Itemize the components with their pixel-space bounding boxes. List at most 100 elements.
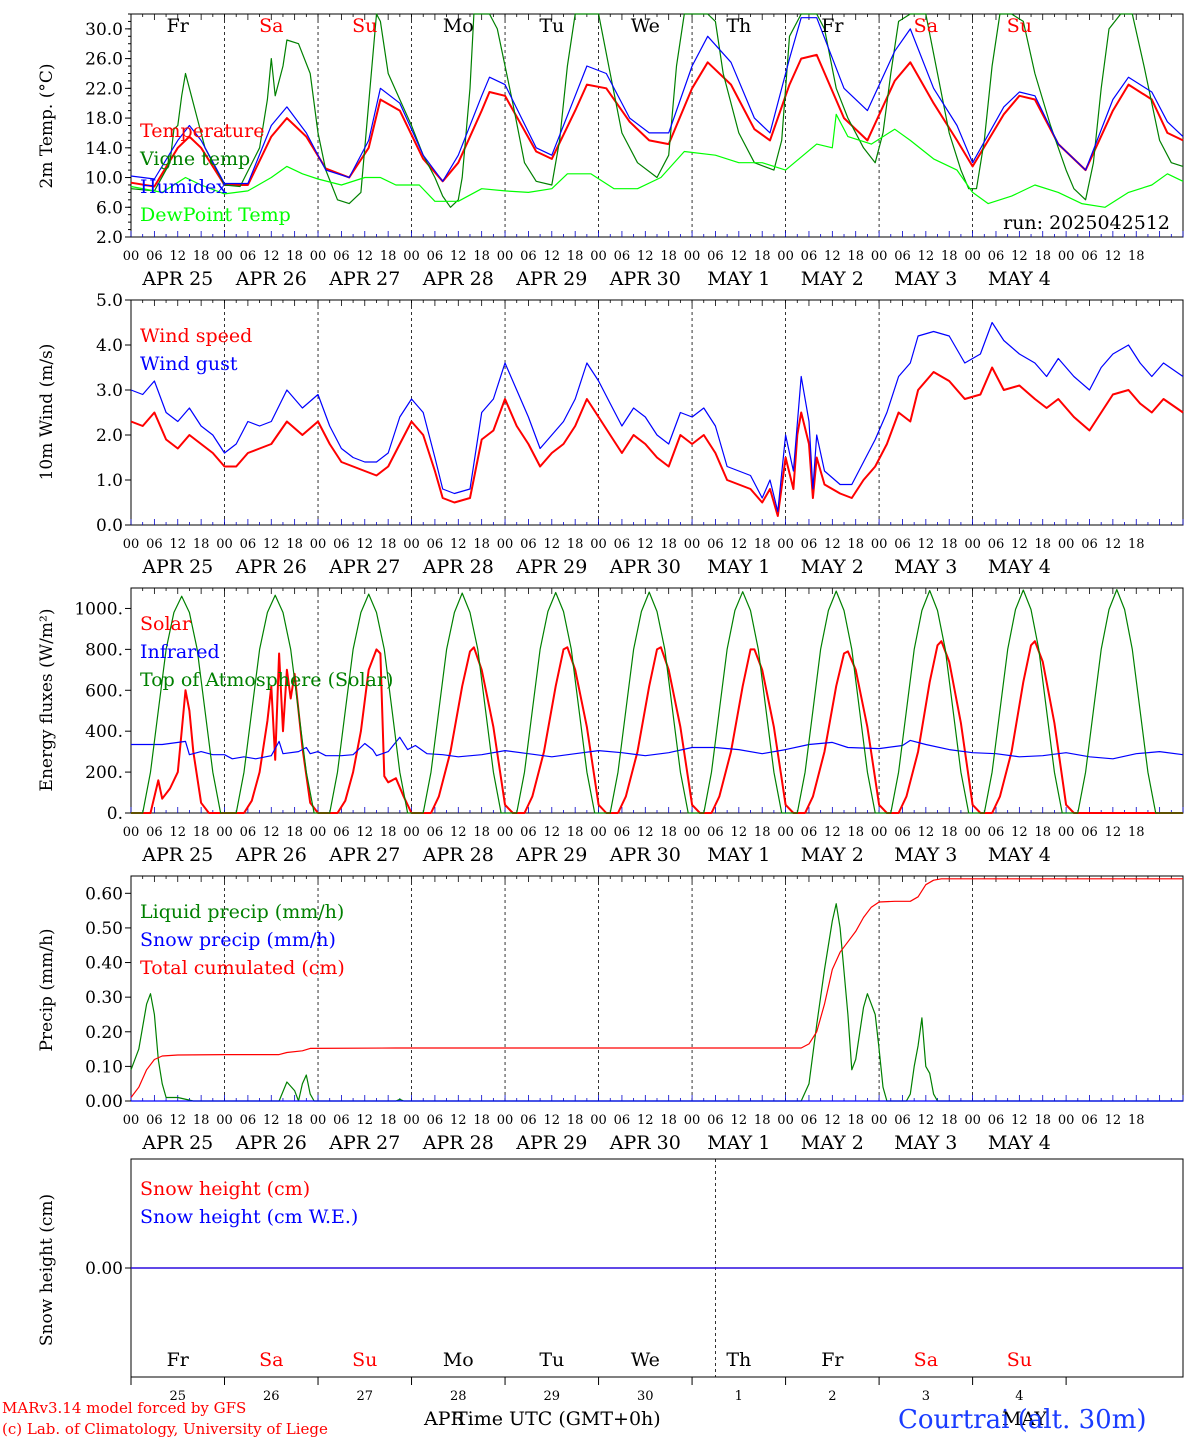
- hour-tick-label: 06: [146, 825, 163, 840]
- date-label: APR 30: [609, 268, 681, 290]
- date-label: APR 26: [235, 1132, 307, 1154]
- hour-tick-label: 18: [567, 249, 584, 264]
- hour-tick-label: 06: [707, 825, 724, 840]
- legend-entry: Wind gust: [140, 353, 238, 375]
- day-number-label: 4: [1015, 1389, 1023, 1404]
- hour-tick-label: 06: [894, 1113, 911, 1128]
- hour-tick-label: 00: [310, 1113, 327, 1128]
- series-line-2: [130, 13, 1184, 208]
- legend-entry: Solar: [140, 613, 192, 635]
- hour-tick-label: 06: [801, 1113, 818, 1128]
- hour-tick-label: 06: [894, 537, 911, 552]
- hour-tick-label: 00: [684, 537, 701, 552]
- hour-tick-label: 18: [286, 1113, 303, 1128]
- weekday-label: Th: [726, 15, 751, 37]
- hour-tick-label: 18: [567, 537, 584, 552]
- day-number-label: 25: [169, 1389, 186, 1404]
- date-label: MAY 1: [707, 1132, 770, 1154]
- hour-tick-label: 00: [310, 825, 327, 840]
- hour-tick-label: 18: [660, 1113, 677, 1128]
- hour-tick-label: 12: [731, 249, 748, 264]
- y-tick-label: 0.0: [96, 516, 123, 536]
- hour-tick-label: 18: [380, 825, 397, 840]
- y-tick-label: 600.: [85, 681, 123, 701]
- weekday-label: Fr: [821, 1349, 844, 1371]
- hour-tick-label: 06: [988, 537, 1005, 552]
- hour-tick-label: 12: [357, 249, 374, 264]
- hour-tick-label: 00: [777, 825, 794, 840]
- hour-tick-label: 18: [754, 825, 771, 840]
- hour-tick-label: 00: [216, 1113, 233, 1128]
- y-tick-label: 0.40: [85, 954, 123, 974]
- date-label: APR 25: [141, 556, 213, 578]
- date-label: MAY 3: [894, 268, 957, 290]
- y-tick-label: 2.0: [96, 228, 123, 248]
- hour-tick-label: 18: [847, 537, 864, 552]
- hour-tick-label: 12: [731, 825, 748, 840]
- hour-tick-label: 18: [1128, 537, 1145, 552]
- legend-entry: Snow height (cm W.E.): [140, 1206, 358, 1228]
- hour-tick-label: 06: [1081, 1113, 1098, 1128]
- meteogram-panels: 30.026.022.018.014.010.06.02.02m Temp. (…: [37, 13, 1184, 1404]
- hour-tick-label: 06: [146, 1113, 163, 1128]
- hour-tick-label: 00: [590, 537, 607, 552]
- date-label: APR 26: [235, 844, 307, 866]
- date-label: MAY 2: [801, 556, 864, 578]
- weekday-label: Sa: [914, 1349, 938, 1371]
- hour-tick-label: 00: [684, 825, 701, 840]
- panel-3: 1000. 800. 600. 400. 200. 0. Energy fluxes (W/…: [37, 587, 1184, 866]
- legend-entry: Liquid precip (mm/h): [140, 901, 344, 923]
- hour-tick-label: 06: [707, 537, 724, 552]
- hour-tick-label: 18: [380, 537, 397, 552]
- y-tick-label: 0.: [107, 804, 123, 824]
- weekday-label: Su: [1007, 15, 1032, 37]
- weekday-label: Sa: [259, 1349, 283, 1371]
- hour-tick-label: 12: [263, 537, 280, 552]
- hour-tick-label: 00: [684, 1113, 701, 1128]
- y-axis-title: 10m Wind (m/s): [37, 344, 57, 481]
- hour-tick-label: 06: [240, 249, 257, 264]
- date-label: MAY 1: [707, 268, 770, 290]
- legend-entry: Top of Atmosphere (Solar): [140, 669, 393, 691]
- hour-tick-label: 12: [918, 825, 935, 840]
- hour-tick-label: 00: [216, 249, 233, 264]
- legend-entry: Total cumulated (cm): [140, 957, 345, 979]
- day-number-label: 2: [828, 1389, 836, 1404]
- day-number-label: 30: [637, 1389, 654, 1404]
- day-number-label: 26: [263, 1389, 280, 1404]
- hour-tick-label: 12: [824, 1113, 841, 1128]
- hour-tick-label: 18: [380, 249, 397, 264]
- hour-tick-label: 18: [1128, 249, 1145, 264]
- hour-tick-label: 06: [146, 537, 163, 552]
- series-line-1: [130, 366, 1184, 517]
- hour-tick-label: 18: [193, 537, 210, 552]
- hour-tick-label: 00: [964, 249, 981, 264]
- hour-tick-label: 18: [754, 1113, 771, 1128]
- y-tick-label: 22.0: [85, 79, 123, 99]
- hour-tick-label: 00: [964, 825, 981, 840]
- hour-tick-label: 06: [520, 1113, 537, 1128]
- hour-tick-label: 18: [1034, 1113, 1051, 1128]
- hour-tick-label: 12: [824, 537, 841, 552]
- date-label: APR 28: [422, 268, 494, 290]
- date-label: MAY 3: [894, 556, 957, 578]
- weekday-label: Su: [1007, 1349, 1032, 1371]
- hour-tick-label: 00: [1058, 249, 1075, 264]
- hour-tick-label: 00: [1058, 1113, 1075, 1128]
- hour-tick-label: 00: [497, 249, 514, 264]
- hour-tick-label: 06: [894, 249, 911, 264]
- hour-tick-label: 00: [123, 825, 140, 840]
- hour-tick-label: 18: [1034, 825, 1051, 840]
- date-label: APR 25: [141, 1132, 213, 1154]
- legend-entry: Humidex: [140, 176, 227, 198]
- hour-tick-label: 00: [497, 825, 514, 840]
- weekday-label: Fr: [167, 1349, 190, 1371]
- footer: MARv3.14 model forced by GFS (c) Lab. of…: [2, 1399, 1147, 1438]
- hour-tick-label: 06: [1081, 537, 1098, 552]
- legend-entry: Temperature: [140, 120, 264, 142]
- legend-entry: Snow precip (mm/h): [140, 929, 336, 951]
- hour-tick-label: 00: [403, 537, 420, 552]
- hour-tick-label: 06: [614, 825, 631, 840]
- hour-tick-label: 18: [847, 1113, 864, 1128]
- hour-tick-label: 18: [193, 825, 210, 840]
